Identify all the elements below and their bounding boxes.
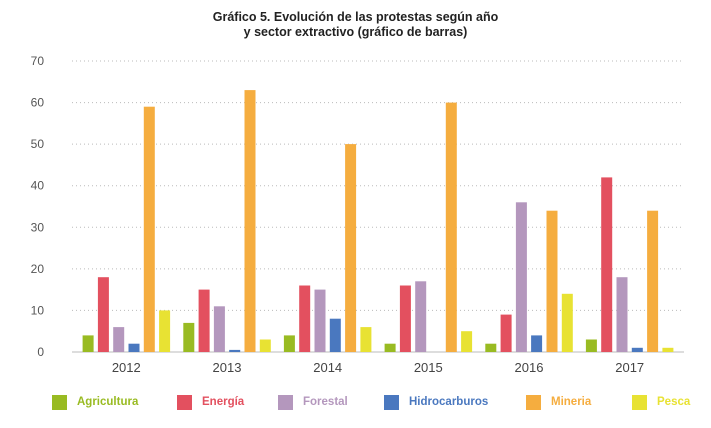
bar-mineria-2012 (143, 106, 155, 352)
y-tick-label: 60 (31, 96, 45, 110)
y-tick-label: 0 (37, 345, 44, 359)
bar-pesca-2012 (159, 310, 171, 352)
bar-pesca-2015 (461, 331, 473, 352)
x-tick-label: 2017 (615, 360, 644, 375)
bar-forestal-2016 (515, 202, 527, 352)
legend-label: Pesca (657, 396, 691, 408)
legend-item-mineria: Mineria (526, 392, 591, 412)
legend-swatch (384, 394, 399, 410)
bar-mineria-2017 (647, 210, 659, 352)
legend-item-agricultura: Agricultura (52, 392, 138, 412)
bar-energía-2013 (198, 289, 210, 352)
bar-agricultura-2015 (384, 343, 396, 352)
x-tick-label: 2015 (414, 360, 443, 375)
chart-subtitle: y sector extractivo (gráfico de barras) (243, 25, 468, 39)
legend: Agricultura Energía Forestal Hidrocarburos M… (0, 392, 711, 414)
legend-label: Mineria (551, 396, 592, 408)
y-axis: 0 10 20 30 40 50 60 70 (31, 54, 45, 359)
bar-agricultura-2013 (183, 322, 195, 352)
bar-energía-2017 (601, 177, 613, 352)
legend-swatch (526, 394, 541, 410)
bar-forestal-2017 (616, 277, 628, 352)
legend-item-forestal: Forestal (278, 392, 348, 412)
grid-lines (72, 60, 684, 353)
legend-item-energía: Energía (177, 392, 244, 412)
chart-title-block: Gráfico 5. Evolución de las protestas se… (0, 10, 711, 40)
bar-mineria-2015 (445, 102, 457, 352)
bar-agricultura-2014 (283, 335, 295, 352)
legend-swatch (177, 394, 192, 410)
bars (82, 90, 674, 352)
bar-mineria-2014 (345, 144, 357, 352)
bar-pesca-2013 (259, 339, 271, 352)
bar-forestal-2013 (213, 306, 225, 352)
y-tick-label: 70 (31, 54, 45, 68)
chart-title: Gráfico 5. Evolución de las protestas se… (212, 10, 499, 24)
x-tick-label: 2014 (313, 360, 342, 375)
bar-hidrocarburos-2014 (329, 318, 341, 352)
bar-hidrocarburos-2016 (531, 335, 543, 352)
bar-mineria-2016 (546, 210, 558, 352)
legend-label: Forestal (303, 396, 348, 408)
legend-label: Agricultura (77, 396, 139, 408)
y-tick-label: 10 (31, 303, 45, 317)
y-tick-label: 20 (31, 262, 45, 276)
legend-item-hidrocarburos: Hidrocarburos (384, 392, 488, 412)
bar-forestal-2012 (113, 327, 125, 352)
bar-hidrocarburos-2017 (631, 347, 643, 352)
bar-energía-2016 (500, 314, 512, 352)
bar-agricultura-2017 (585, 339, 597, 352)
legend-swatch (278, 394, 293, 410)
legend-label: Energía (202, 396, 245, 408)
bar-agricultura-2016 (485, 343, 497, 352)
bar-energía-2015 (399, 285, 411, 352)
y-tick-label: 40 (31, 179, 45, 193)
legend-swatch (52, 394, 67, 410)
bar-pesca-2014 (360, 327, 372, 352)
bar-hidrocarburos-2013 (229, 349, 241, 352)
x-axis: 2012 2013 2014 2015 2016 2017 (112, 360, 644, 375)
bar-forestal-2014 (314, 289, 326, 352)
bar-mineria-2013 (244, 90, 256, 352)
x-tick-label: 2016 (515, 360, 544, 375)
legend-label: Hidrocarburos (409, 396, 489, 408)
bar-pesca-2016 (561, 293, 573, 352)
bar-forestal-2015 (415, 281, 427, 352)
legend-swatch (632, 394, 647, 410)
y-tick-label: 30 (31, 220, 45, 234)
y-tick-label: 50 (31, 137, 45, 151)
bar-agricultura-2012 (82, 335, 94, 352)
bar-energía-2012 (97, 277, 109, 352)
x-tick-label: 2012 (112, 360, 141, 375)
legend-item-pesca: Pesca (632, 392, 690, 412)
bar-hidrocarburos-2012 (128, 343, 140, 352)
bar-pesca-2017 (662, 347, 674, 352)
bar-chart: 0 10 20 30 40 50 60 70 2012 2013 2014 2015 2016 2017 (31, 54, 684, 375)
bar-energía-2014 (299, 285, 311, 352)
x-tick-label: 2013 (213, 360, 242, 375)
